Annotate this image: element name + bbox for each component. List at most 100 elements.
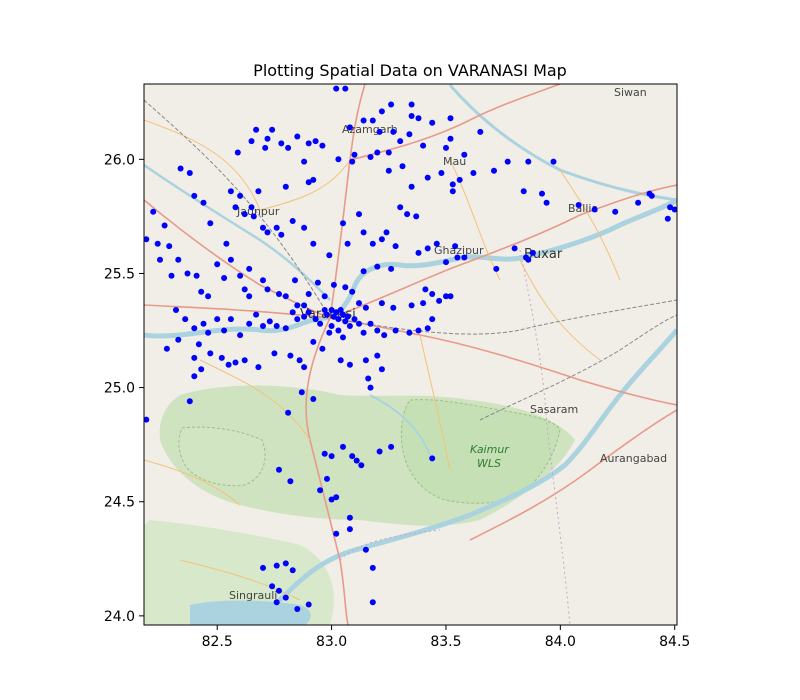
data-point (367, 320, 374, 327)
data-point (246, 293, 253, 300)
data-point (491, 167, 497, 174)
data-point (429, 316, 436, 323)
place-label-ballia: Ballia (568, 202, 598, 215)
data-point (346, 514, 353, 521)
data-point (273, 599, 280, 606)
data-point (262, 144, 269, 151)
data-point (351, 316, 358, 323)
data-point (227, 316, 234, 323)
data-point (269, 126, 276, 133)
data-point (255, 364, 262, 371)
data-point (282, 560, 289, 567)
data-point (205, 329, 212, 336)
data-point (356, 320, 362, 327)
data-point (456, 176, 463, 183)
data-point (349, 158, 356, 165)
data-point (374, 327, 381, 334)
data-point (305, 309, 312, 316)
plot-frame (143, 83, 678, 626)
data-point (369, 564, 376, 571)
data-point (335, 316, 342, 323)
data-point (443, 293, 449, 300)
data-point (144, 416, 150, 423)
data-point (237, 332, 244, 339)
data-point (385, 149, 392, 156)
data-point (378, 236, 385, 243)
data-point (349, 288, 356, 295)
data-point (298, 389, 305, 396)
river-karamnasa (369, 394, 431, 456)
place-label-mau: Mau (443, 155, 466, 168)
data-point (214, 261, 221, 268)
data-point (319, 142, 326, 149)
data-point (184, 270, 191, 277)
data-point (397, 138, 404, 145)
data-point (326, 329, 333, 336)
data-point (328, 323, 335, 329)
data-point (376, 128, 383, 135)
data-point (294, 316, 301, 323)
data-point (294, 302, 301, 309)
data-point (328, 307, 335, 313)
data-point (237, 272, 244, 279)
data-point (225, 361, 232, 368)
data-point (223, 240, 230, 247)
data-point (381, 332, 388, 339)
data-point (520, 188, 527, 195)
data-point (356, 300, 362, 307)
data-point (443, 259, 449, 266)
data-point (369, 240, 376, 247)
data-point (276, 291, 282, 297)
data-point (420, 142, 427, 149)
data-point (207, 220, 214, 227)
data-point (328, 453, 335, 460)
data-point (191, 325, 198, 332)
railways (144, 99, 677, 421)
place-label-singrauli: Singrauli (229, 589, 277, 602)
data-point (335, 327, 342, 334)
data-point (671, 206, 677, 213)
data-point (305, 601, 312, 608)
data-point (305, 179, 312, 186)
data-point (289, 567, 296, 574)
data-point (310, 176, 317, 183)
data-point (340, 443, 346, 450)
data-point (214, 316, 221, 323)
data-point (511, 245, 518, 252)
data-point (321, 293, 328, 300)
data-point (447, 115, 454, 122)
data-point (374, 263, 381, 270)
data-point (454, 254, 461, 261)
data-point (360, 329, 367, 336)
data-point (317, 487, 324, 494)
data-point (232, 359, 239, 366)
data-point (305, 140, 312, 147)
data-point (193, 272, 200, 279)
data-point (353, 457, 360, 464)
data-point (292, 277, 298, 284)
river-gomti (144, 163, 331, 301)
data-point (150, 208, 157, 215)
data-point (200, 199, 207, 206)
data-point (285, 409, 292, 416)
data-point (342, 318, 349, 325)
data-point (461, 151, 468, 158)
data-point (443, 144, 449, 151)
data-point (392, 243, 399, 250)
x-axis: 82.5 83.0 83.5 84.0 84.5 (202, 625, 690, 650)
data-point (333, 530, 340, 537)
data-point (378, 366, 385, 373)
data-point (250, 213, 257, 220)
data-point (324, 311, 330, 318)
data-point (406, 329, 413, 336)
data-point (301, 224, 308, 231)
data-point (362, 546, 369, 553)
data-point (447, 135, 454, 142)
data-point (360, 229, 367, 236)
data-point (433, 240, 440, 247)
place-label-wls: WLS (477, 457, 501, 470)
data-point (241, 357, 248, 364)
data-point (200, 320, 207, 327)
data-point (330, 281, 337, 288)
data-point (438, 170, 445, 176)
